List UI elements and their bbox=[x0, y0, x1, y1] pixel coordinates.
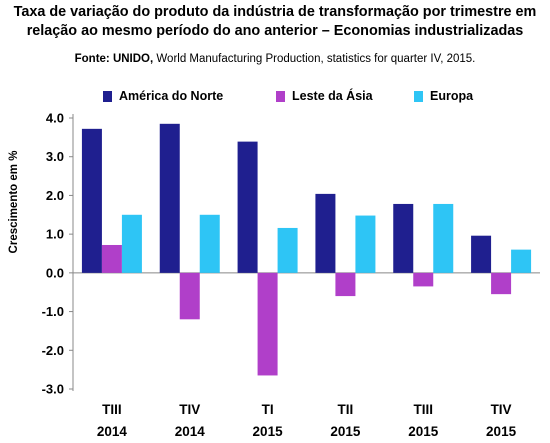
bar-leste-da-asia bbox=[335, 272, 356, 297]
y-tick-label: 0.0 bbox=[46, 265, 64, 280]
legend-item-america-do-norte: América do Norte bbox=[103, 87, 223, 105]
bar-europa bbox=[121, 214, 142, 273]
y-tick-label: 3.0 bbox=[46, 149, 64, 164]
legend-label-leste-da-asia: Leste da Ásia bbox=[292, 89, 373, 103]
x-tick-label-quarter: TIII bbox=[414, 402, 434, 417]
chart-title-line-2: relação ao mesmo período do ano anterior… bbox=[26, 23, 524, 39]
y-tick-label: -1.0 bbox=[42, 304, 64, 319]
legend-swatch-europa bbox=[414, 90, 423, 102]
x-tick-label-year: 2014 bbox=[97, 424, 128, 439]
bar-america-do-norte bbox=[159, 123, 180, 273]
bar-europa bbox=[199, 214, 220, 273]
legend-label-america-do-norte: América do Norte bbox=[119, 89, 224, 103]
x-tick-label-year: 2015 bbox=[330, 424, 361, 439]
legend-swatch-america-do-norte bbox=[103, 90, 112, 102]
bar-america-do-norte bbox=[315, 193, 336, 273]
legend-item-europa: Europa bbox=[414, 87, 473, 105]
y-tick-label: 2.0 bbox=[46, 188, 64, 203]
x-tick-label-year: 2015 bbox=[253, 424, 284, 439]
bar-europa bbox=[355, 215, 376, 273]
legend-swatch-leste-da-asia bbox=[276, 90, 285, 102]
bar-leste-da-asia bbox=[491, 272, 512, 295]
bar-leste-da-asia bbox=[179, 272, 200, 320]
bar-europa bbox=[277, 227, 298, 273]
y-tick-label: 4.0 bbox=[46, 111, 64, 126]
source-lead: Fonte: UNIDO, bbox=[74, 53, 154, 65]
y-tick-label: -2.0 bbox=[42, 343, 64, 358]
legend-label-europa: Europa bbox=[430, 89, 474, 103]
x-tick-label-year: 2014 bbox=[175, 424, 206, 439]
bar-america-do-norte bbox=[81, 128, 102, 273]
x-tick-label-quarter: TIV bbox=[491, 402, 512, 417]
bar-leste-da-asia bbox=[257, 272, 278, 376]
x-tick-label-year: 2015 bbox=[486, 424, 517, 439]
bar-america-do-norte bbox=[393, 203, 414, 273]
chart-source: Fonte: UNIDO, World Manufacturing Produc… bbox=[0, 53, 550, 65]
x-tick-label-quarter: TI bbox=[262, 402, 274, 417]
source-text: World Manufacturing Production, statisti… bbox=[153, 53, 476, 65]
bar-leste-da-asia bbox=[101, 244, 122, 273]
x-tick-label-year: 2015 bbox=[408, 424, 439, 439]
chart-title: Taxa de variação do produto da indústria… bbox=[0, 3, 550, 41]
bar-america-do-norte bbox=[471, 235, 492, 273]
legend-item-leste-da-asia: Leste da Ásia bbox=[276, 87, 373, 105]
bar-america-do-norte bbox=[237, 141, 258, 273]
x-tick-label-quarter: TII bbox=[338, 402, 354, 417]
x-tick-label-quarter: TIV bbox=[179, 402, 200, 417]
y-tick-label: -3.0 bbox=[42, 382, 64, 397]
bar-europa bbox=[511, 249, 532, 273]
y-tick-label: 1.0 bbox=[46, 227, 64, 242]
bar-leste-da-asia bbox=[413, 272, 434, 287]
bar-europa bbox=[433, 203, 454, 273]
x-tick-label-quarter: TIII bbox=[102, 402, 122, 417]
legend: América do Norte Leste da Ásia Europa bbox=[0, 87, 550, 105]
chart-title-line-1: Taxa de variação do produto da indústria… bbox=[13, 4, 537, 20]
